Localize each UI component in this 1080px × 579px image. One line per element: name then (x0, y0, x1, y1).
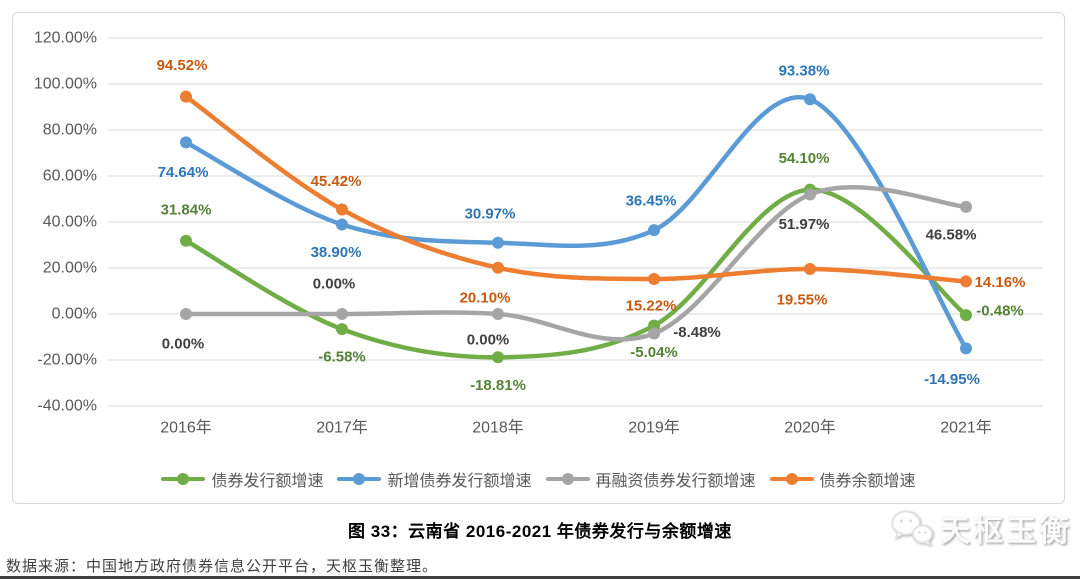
data-label: -18.81% (470, 377, 526, 394)
data-point-marker (492, 261, 504, 274)
legend-dot (353, 473, 366, 485)
data-label: 36.45% (626, 193, 677, 210)
y-tick-label: 120.00% (34, 30, 97, 47)
data-point-marker (648, 224, 660, 237)
x-axis-label: 2021年 (940, 419, 992, 437)
y-tick-label: 40.00% (43, 214, 97, 231)
data-label: -14.95% (924, 371, 980, 388)
x-axis-label: 2020年 (784, 419, 836, 437)
data-label: -6.58% (318, 349, 366, 366)
data-point-marker (492, 308, 504, 320)
data-label: -8.48% (673, 324, 721, 341)
data-point-marker (180, 136, 192, 149)
line-chart: 120.00% 100.00% 80.00% 60.00% 40.00% 20.00% 0.… (34, 30, 1043, 437)
legend-marker-icon (161, 473, 206, 486)
data-label: 0.00% (162, 336, 205, 353)
chart-frame: 120.00% 100.00% 80.00% 60.00% 40.00% 20.00% 0.… (12, 12, 1065, 504)
data-label: 20.10% (460, 289, 511, 306)
data-point-marker (960, 200, 972, 213)
y-tick-label: -20.00% (37, 352, 97, 369)
x-axis-label: 2017年 (316, 419, 368, 437)
legend-dot (785, 473, 798, 485)
series-line-2 (183, 184, 969, 342)
legend-marker-icon (769, 473, 814, 486)
series-line-0 (183, 187, 969, 360)
legend-label: 债券余额增速 (819, 473, 916, 490)
data-point-marker (960, 342, 972, 355)
data-label: 46.58% (926, 226, 977, 243)
chart-legend: 债券发行额增速 新增债券发行额增速 再融资债券发行额增速 债券余额增速 (13, 465, 1064, 493)
data-label: 30.97% (465, 205, 516, 222)
series-line-1 (183, 94, 969, 351)
table-top-border (0, 576, 1080, 579)
y-tick-label: 100.00% (34, 76, 97, 93)
x-axis-label: 2016年 (160, 419, 212, 437)
data-label: 51.97% (779, 216, 830, 233)
legend-marker-icon (545, 473, 590, 486)
y-tick-label: 80.00% (43, 122, 97, 139)
data-label: -0.48% (976, 303, 1024, 320)
data-label: 54.10% (779, 150, 830, 167)
data-point-marker (492, 351, 504, 364)
data-label: 0.00% (467, 332, 510, 349)
legend-item-0: 债券发行额增速 (161, 467, 323, 491)
legend-item-3: 债券余额增速 (769, 467, 916, 491)
data-point-marker (960, 275, 972, 288)
legend-dot (177, 473, 190, 485)
data-point-marker (804, 263, 816, 276)
legend-label: 再融资债券发行额增速 (595, 473, 756, 490)
data-label: 45.42% (311, 173, 362, 190)
data-point-marker (180, 308, 192, 320)
data-point-marker (180, 234, 192, 247)
y-tick-label: 0.00% (52, 306, 97, 323)
data-point-marker (960, 309, 972, 322)
data-point-marker (336, 323, 348, 336)
chart-caption: 图 33：云南省 2016-2021 年债券发行与余额增速 (348, 522, 732, 541)
legend-item-2: 再融资债券发行额增速 (545, 467, 756, 491)
data-label: 19.55% (777, 292, 828, 309)
series-line-3 (183, 94, 969, 284)
y-tick-label: 20.00% (43, 260, 97, 277)
x-axis-label: 2019年 (628, 419, 680, 437)
data-point-marker (492, 236, 504, 249)
data-point-marker (336, 308, 348, 320)
data-point-marker (180, 90, 192, 103)
data-point-marker (648, 327, 660, 340)
data-label: 94.52% (157, 57, 208, 74)
legend-marker-icon (337, 473, 382, 486)
data-label: 38.90% (311, 244, 362, 261)
legend-label: 债券发行额增速 (211, 473, 324, 490)
data-label: -5.04% (630, 344, 678, 361)
data-label: 31.84% (161, 201, 212, 218)
legend-dot (561, 473, 574, 485)
data-point-marker (804, 93, 816, 106)
data-source-note: 数据来源：中国地方政府债券信息公开平台，天枢玉衡整理。 (6, 558, 439, 575)
legend-item-1: 新增债券发行额增速 (337, 467, 532, 491)
data-label: 0.00% (313, 276, 356, 293)
data-point-marker (336, 218, 348, 231)
data-label: 74.64% (158, 164, 209, 181)
legend-label: 新增债券发行额增速 (387, 473, 532, 490)
data-label: 14.16% (975, 274, 1026, 291)
data-label: 15.22% (626, 297, 677, 314)
data-point-marker (336, 203, 348, 216)
data-point-marker (648, 272, 660, 285)
data-label: 93.38% (779, 63, 830, 80)
data-point-marker (804, 188, 816, 201)
y-tick-label: 60.00% (43, 168, 97, 185)
x-axis-label: 2018年 (472, 419, 524, 437)
y-tick-label: -40.00% (37, 398, 97, 415)
